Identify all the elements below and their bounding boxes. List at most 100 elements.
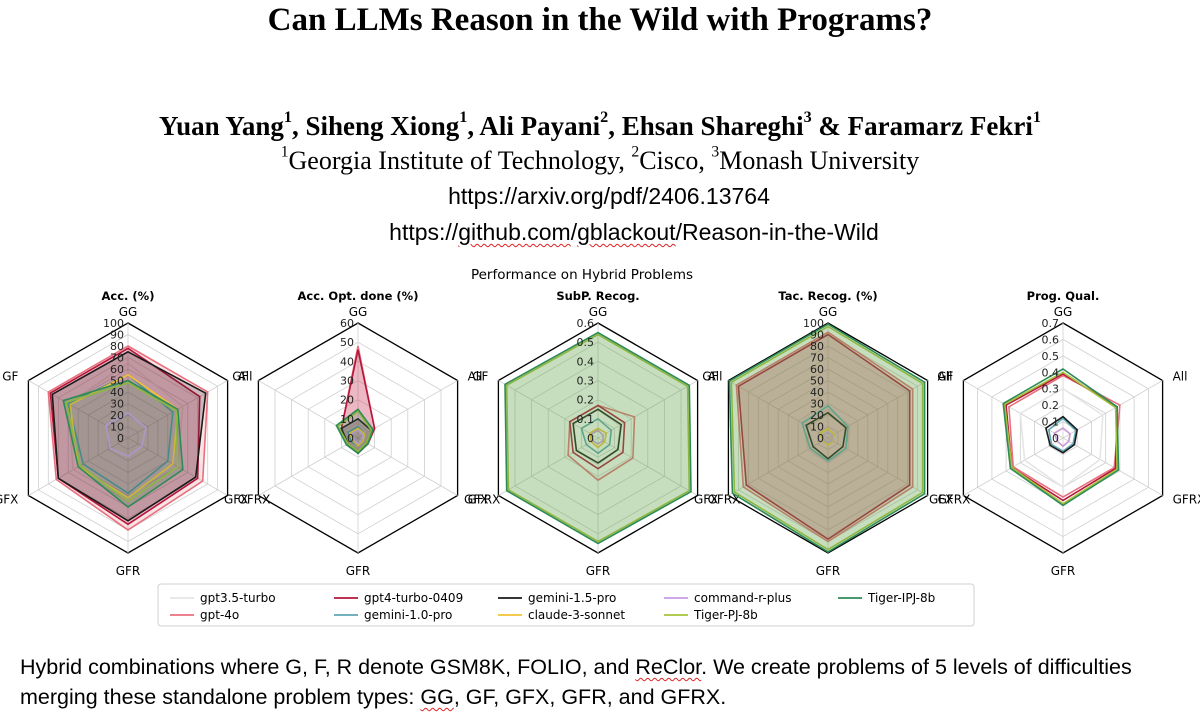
series-polygon (67, 373, 174, 495)
tick-label: 40 (110, 386, 124, 399)
grid-spoke (827, 437, 928, 496)
caption-part: Hybrid combinations where G, F, R denote… (20, 655, 636, 679)
figure-caption: Hybrid combinations where G, F, R denote… (20, 652, 1190, 712)
affiliation-list: 1Georgia Institute of Technology, 2Cisco… (0, 143, 1200, 176)
grid-spoke (1062, 437, 1163, 496)
affiliation-separator: , (698, 146, 712, 175)
tick-label: 20 (110, 409, 124, 422)
axis-label: GF (472, 370, 488, 384)
github-link-host: github.com (458, 219, 571, 245)
tick-label: 0.4 (1042, 366, 1060, 379)
axis-label: GG (119, 305, 138, 319)
affiliation-mark: 1 (280, 143, 289, 161)
tick-label: 0.5 (1042, 350, 1060, 363)
legend-label: Tiger-PJ-8b (693, 608, 758, 622)
series-polygon (580, 417, 613, 455)
author-affiliation-mark: 2 (600, 108, 609, 127)
caption-reclor: ReClor (635, 655, 702, 679)
tick-label: 0.1 (577, 413, 595, 426)
author-affiliation-mark: 1 (459, 108, 468, 127)
tick-label: 10 (810, 421, 824, 434)
author-separator: & (811, 111, 848, 141)
tick-label: 0.6 (1042, 333, 1060, 346)
caption-part: , GF, GFX, GFR, and GFRX. (453, 685, 727, 709)
grid-spoke (498, 437, 599, 496)
affiliation-mark: 2 (631, 143, 640, 161)
series-polygon (588, 427, 608, 449)
author-affiliation-mark: 3 (803, 108, 812, 127)
paper-title: Can LLMs Reason in the Wild with Program… (267, 2, 933, 38)
tick-label: 50 (810, 375, 824, 388)
legend-label: Tiger-IPJ-8b (867, 591, 935, 605)
axis-label: GFX (694, 493, 718, 507)
axis-label: GF (702, 370, 718, 384)
series-polygon (818, 427, 835, 446)
legend-label: gemini-1.0-pro (364, 608, 452, 622)
radar-charts: 0102030405060708090100GGAllGFRXGFRGFXGFA… (0, 289, 1200, 578)
series-polygon (335, 408, 374, 455)
legend-frame (157, 583, 975, 627)
axis-label: GF (937, 370, 953, 384)
caption-part: . We create problems of 5 levels of diff… (20, 655, 1132, 709)
axis-label: GFR (346, 564, 371, 578)
chart-title: Acc. (%) (102, 289, 155, 303)
tick-label: 100 (803, 317, 824, 330)
grid-spoke (1062, 380, 1163, 439)
chart-title: Acc. Opt. done (%) (298, 289, 419, 303)
author-separator: , (467, 111, 480, 141)
chart-title: Tac. Recog. (%) (778, 289, 877, 303)
series-polygon (343, 421, 369, 451)
axis-label: GFRX (1173, 493, 1200, 507)
affiliation-separator: , (618, 146, 632, 175)
tick-label: 40 (810, 386, 824, 399)
axis-label: GFRX (938, 493, 971, 507)
series-polygon (337, 410, 373, 453)
series-polygon (505, 333, 691, 543)
series-polygon (62, 379, 184, 508)
github-link[interactable]: https://github.com/gblackout/Reason-in-t… (0, 219, 1200, 246)
tick-label: 0.7 (1042, 317, 1060, 330)
grid-spoke (728, 437, 829, 496)
axis-label: All (938, 370, 953, 384)
axis-label: GG (349, 305, 368, 319)
axis-label: GFX (464, 493, 488, 507)
tick-label: 0 (117, 432, 124, 445)
tick-label: 0.1 (1042, 416, 1060, 429)
arxiv-link[interactable]: https://arxiv.org/pdf/2406.13764 (448, 183, 770, 209)
series-polygon (572, 408, 623, 464)
grid-spoke (728, 380, 829, 439)
tick-label: 70 (110, 352, 124, 365)
author-affiliation-mark: 1 (283, 108, 292, 127)
tick-label: 20 (340, 394, 354, 407)
series-polygon (801, 404, 849, 462)
grid-spoke (28, 380, 129, 439)
author-list: Yuan Yang1, Siheng Xiong1, Ali Payani2, … (0, 108, 1200, 142)
tick-label: 0 (817, 432, 824, 445)
author-separator: , (291, 111, 306, 141)
tick-label: 80 (110, 340, 124, 353)
axis-label: GG (589, 305, 608, 319)
caption-gg: GG (420, 685, 454, 709)
axis-label: GFR (816, 564, 841, 578)
tick-label: 60 (340, 317, 354, 330)
tick-label: 0.6 (577, 317, 595, 330)
affiliation-mark: 3 (711, 143, 720, 161)
tick-label: 90 (110, 329, 124, 342)
github-link-prefix: https:// (389, 219, 459, 245)
series-polygon (735, 331, 914, 543)
author-name: Ehsan Shareghi (621, 111, 804, 141)
author-name: Ali Payani (479, 111, 601, 141)
chart-title: Prog. Qual. (1027, 289, 1100, 303)
github-link-user: gblackout (577, 219, 676, 245)
legend-label: gpt3.5-turbo (200, 591, 276, 605)
grid-spoke (258, 437, 359, 496)
series-polygon (105, 411, 147, 458)
series-polygon (1019, 387, 1104, 489)
radar-chart: 0 0.1 0.2 0.3 0.4 0.5 0.6 0.7GG All GFRX GFR GFX GF P… (929, 289, 1200, 578)
tick-label: 60 (810, 363, 824, 376)
tick-label: 40 (340, 355, 354, 368)
tick-label: 0.2 (1042, 399, 1060, 412)
